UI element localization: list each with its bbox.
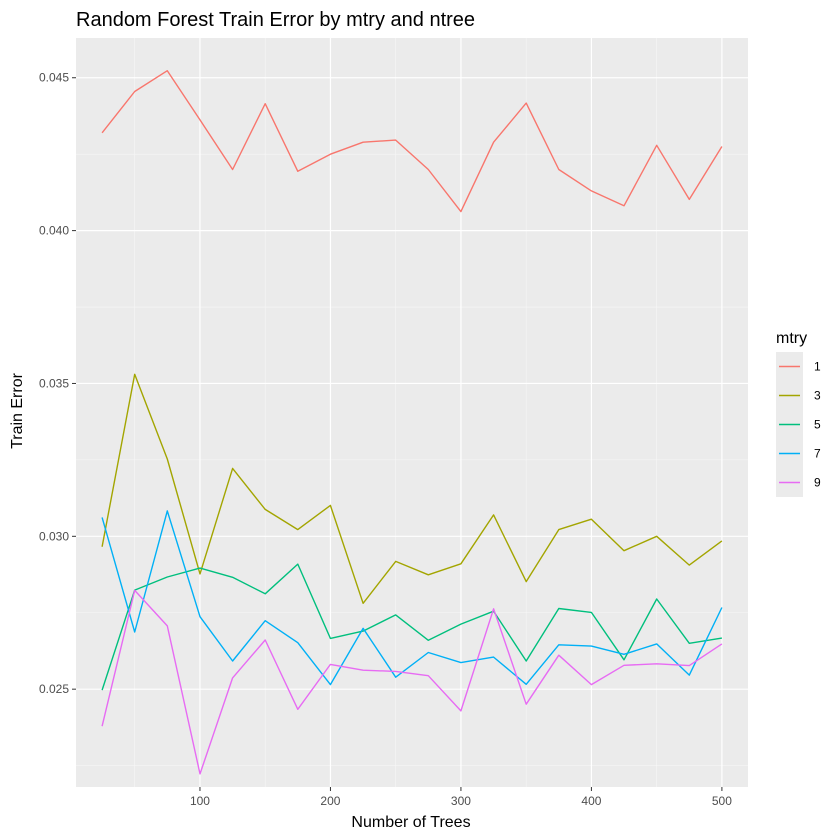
series-line-mtry-3 — [101, 373, 723, 604]
y-tick-label: 0.040 — [39, 224, 69, 238]
legend-label: 7 — [814, 447, 821, 461]
legend-label: 5 — [814, 418, 821, 432]
y-tick-label: 0.025 — [39, 682, 69, 696]
x-tick-label: 400 — [581, 794, 601, 808]
series-line-mtry-9 — [101, 589, 723, 775]
legend-label: 1 — [814, 360, 821, 374]
x-tick-label: 500 — [712, 794, 732, 808]
y-axis-title: Train Error — [9, 372, 26, 449]
chart-title: Random Forest Train Error by mtry and nt… — [76, 9, 475, 31]
series-lines — [101, 69, 723, 775]
x-tick-label: 100 — [190, 794, 210, 808]
legend-items: 1 3 5 7 9 — [776, 352, 821, 497]
x-tick-label: 300 — [451, 794, 471, 808]
series-line-mtry-7 — [101, 510, 723, 686]
x-tick-label: 200 — [320, 794, 340, 808]
y-axis: 0.025 0.030 0.035 0.040 0.045 — [39, 71, 76, 696]
x-axis-title: Number of Trees — [351, 814, 470, 831]
y-tick-label: 0.030 — [39, 529, 69, 543]
series-line-mtry-1 — [101, 69, 723, 213]
legend-title: mtry — [776, 330, 807, 347]
y-tick-label: 0.045 — [39, 71, 69, 85]
plot-panel — [76, 38, 748, 787]
x-axis: 100 200 300 400 500 — [190, 787, 732, 808]
legend-label: 9 — [814, 476, 821, 490]
legend: mtry 1 3 5 7 9 — [776, 330, 821, 497]
grid-minor — [76, 38, 748, 787]
legend-label: 3 — [814, 389, 821, 403]
series-line-mtry-5 — [101, 563, 723, 691]
y-tick-label: 0.035 — [39, 376, 69, 390]
